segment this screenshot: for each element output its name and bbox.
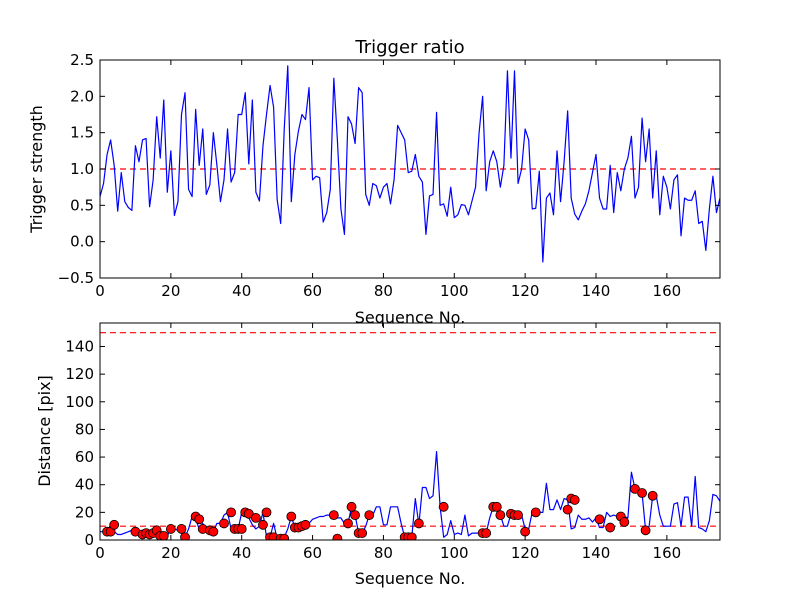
- top-y-axis-label: Trigger strength: [27, 105, 46, 234]
- bottom-detection-point: [261, 507, 272, 518]
- bottom-y-axis-label: Distance [pix]: [35, 375, 54, 487]
- bottom-detection-point: [481, 528, 492, 538]
- bottom-ytick-label: 100: [65, 393, 94, 411]
- bottom-detection-point: [226, 507, 236, 518]
- bottom-detection-point: [328, 510, 339, 521]
- bottom-detection-point: [286, 511, 297, 522]
- bottom-detection-point: [438, 501, 449, 512]
- bottom-ytick-label: 120: [65, 365, 94, 383]
- bottom-detection-point: [194, 514, 205, 525]
- bottom-detection-point: [637, 488, 647, 498]
- top-xtick-label: 120: [511, 282, 540, 300]
- bottom-detection-point: [165, 524, 176, 534]
- bottom-detection-point: [346, 501, 357, 512]
- bottom-detection-point: [279, 533, 290, 540]
- bottom-detection-point: [219, 518, 229, 529]
- bottom-detection-point: [176, 524, 187, 534]
- distance-axes: 0 20 40 60 80 100 120 140 160020406080100120140 …: [35, 322, 721, 588]
- bottom-detection-point: [413, 518, 424, 529]
- bottom-ytick-label: 80: [75, 420, 94, 438]
- bottom-detection-markers: [102, 483, 658, 540]
- bottom-detection-point: [605, 522, 616, 533]
- bottom-detection-point: [258, 519, 268, 530]
- bottom-detection-point: [158, 530, 169, 540]
- bottom-ytick-label: 140: [65, 337, 94, 355]
- top-xtick-label: 160: [653, 282, 682, 300]
- bottom-xtick-label: 120: [511, 544, 540, 562]
- top-xtick-label: 0: [95, 282, 105, 300]
- bottom-plot-frame: [99, 322, 721, 541]
- bottom-xtick-label: 20: [161, 544, 180, 562]
- bottom-xtick-label: 60: [303, 544, 322, 562]
- top-xtick-label: 20: [161, 282, 180, 300]
- top-xtick-label: 140: [582, 282, 611, 300]
- bottom-detection-point: [491, 501, 502, 512]
- bottom-xtick-label: 140: [582, 544, 611, 562]
- bottom-detection-point: [357, 528, 368, 538]
- bottom-xtick-label: 40: [232, 544, 251, 562]
- top-ytick-label: 0.5: [70, 196, 94, 214]
- bottom-ytick-label: 60: [75, 448, 94, 466]
- bottom-detection-point: [208, 526, 219, 537]
- top-xtick-label: 100: [440, 282, 469, 300]
- top-ytick-label: 2.0: [70, 87, 94, 105]
- bottom-detection-point: [619, 517, 630, 527]
- bottom-xtick-label: 160: [653, 544, 682, 562]
- top-ytick-label: 0.0: [70, 233, 94, 251]
- bottom-xtick-label: 0: [95, 544, 105, 562]
- top-ytick-label: 1.5: [70, 124, 94, 142]
- top-xtick-label: 80: [374, 282, 393, 300]
- bottom-detection-point: [250, 512, 261, 523]
- bottom-ytick-label: 40: [75, 476, 94, 494]
- bottom-detection-point: [513, 510, 523, 521]
- bottom-detection-point: [640, 525, 651, 536]
- top-ytick-label: −0.5: [58, 269, 94, 287]
- bottom-detection-point: [562, 504, 573, 515]
- bottom-detection-point: [406, 532, 417, 540]
- bottom-detection-point: [569, 495, 580, 505]
- trigger-ratio-axes: Trigger ratio 0 20 40 60 80 100 120 140 160 −0.5 0…: [27, 37, 721, 327]
- bottom-x-axis-label: Sequence No.: [355, 569, 466, 588]
- bottom-detection-point: [350, 510, 360, 521]
- bottom-detection-point: [647, 490, 658, 501]
- bottom-detection-point: [520, 526, 531, 537]
- top-x-axis-label: Sequence No.: [355, 308, 466, 327]
- bottom-detection-point: [236, 524, 247, 534]
- bottom-detection-point: [364, 510, 375, 521]
- top-xtick-label: 40: [232, 282, 251, 300]
- top-xtick-label: 60: [303, 282, 322, 300]
- bottom-ytick-label: 0: [84, 531, 94, 549]
- top-ytick-label: 2.5: [70, 51, 94, 69]
- bottom-detection-point: [495, 510, 506, 521]
- bottom-xtick-label: 100: [440, 544, 469, 562]
- top-ytick-label: 1.0: [70, 160, 94, 178]
- bottom-detection-point: [109, 519, 120, 530]
- bottom-detection-point: [343, 518, 353, 529]
- bottom-detection-point: [332, 533, 343, 540]
- bottom-ytick-label: 20: [75, 503, 94, 521]
- top-chart-title: Trigger ratio: [354, 37, 464, 58]
- bottom-detection-point: [180, 532, 190, 540]
- bottom-detection-point: [594, 514, 605, 525]
- bottom-detection-point: [530, 507, 541, 518]
- bottom-detection-point: [300, 519, 311, 530]
- top-series-line: [100, 65, 720, 263]
- bottom-xtick-label: 80: [374, 544, 393, 562]
